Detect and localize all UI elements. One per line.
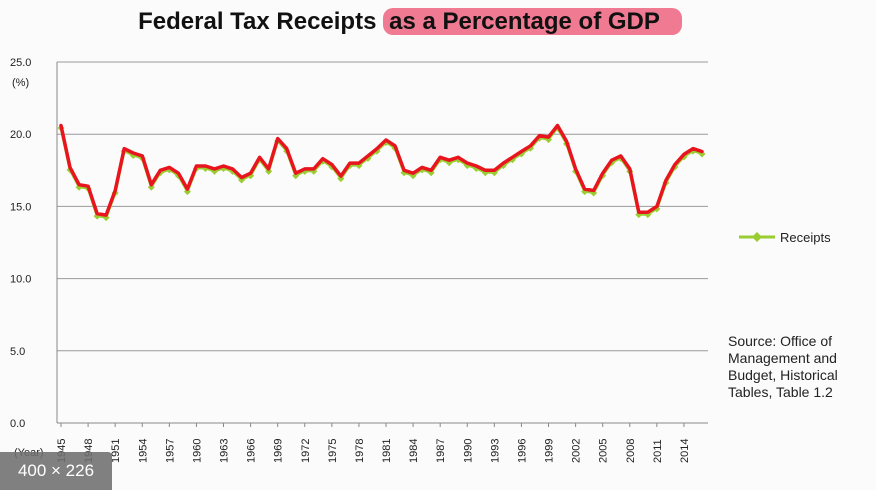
legend: Receipts xyxy=(738,229,831,245)
chart-title: Federal Tax Receipts as a Percentage of … xyxy=(0,8,820,36)
x-tick-label: 1951 xyxy=(110,439,122,463)
x-tick-label: 1978 xyxy=(354,439,366,463)
x-tick-label: 1984 xyxy=(408,439,420,463)
image-size-badge: 400 × 226 xyxy=(0,452,112,490)
axes xyxy=(56,62,708,424)
series-receipts xyxy=(57,123,706,222)
x-tick-label: 1987 xyxy=(435,439,447,463)
x-tick-label: 1966 xyxy=(246,439,258,463)
y-tick-label: 5.0 xyxy=(10,346,25,358)
y-tick-label: 0.0 xyxy=(10,418,25,430)
x-tick-labels: 1945 1948 1951 1954 1957 1960 1963 1966 1969 1972… xyxy=(56,423,691,463)
chart-title-part1: Federal Tax Receipts xyxy=(138,8,384,35)
x-tick-label: 2014 xyxy=(679,439,691,463)
y-tick-label: 25.0 xyxy=(10,57,31,69)
x-tick-label: 1963 xyxy=(219,439,231,463)
gridlines xyxy=(57,61,708,352)
x-tick-label: 1999 xyxy=(544,439,556,463)
legend-label: Receipts xyxy=(780,229,831,245)
x-tick-label: 1981 xyxy=(381,439,393,463)
y-tick-label: 15.0 xyxy=(10,201,31,213)
x-tick-label: 1969 xyxy=(273,439,285,463)
chart-title-highlight: as a Percentage of GDP xyxy=(383,8,682,35)
y-tick-label: 20.0 xyxy=(10,129,31,141)
legend-marker xyxy=(752,232,762,242)
x-tick-label: 1996 xyxy=(516,439,528,463)
y-tick-label: 10.0 xyxy=(10,274,31,286)
data-point-marker xyxy=(183,188,191,196)
y-axis-unit-label: (%) xyxy=(12,77,29,89)
data-point-marker xyxy=(147,183,155,191)
source-note: Source: Office of Management and Budget,… xyxy=(728,333,838,400)
x-tick-label: 1957 xyxy=(164,439,176,463)
series-line xyxy=(59,123,704,217)
x-tick-label: 2008 xyxy=(625,439,637,463)
x-tick-label: 1990 xyxy=(462,439,474,463)
x-tick-label: 1960 xyxy=(191,439,203,463)
x-tick-label: 2002 xyxy=(571,439,583,463)
x-tick-label: 1972 xyxy=(300,439,312,463)
x-tick-label: 1954 xyxy=(137,439,149,463)
x-tick-label: 1975 xyxy=(327,439,339,463)
y-tick-labels: 0.0 5.0 10.0 15.0 20.0 25.0 xyxy=(10,57,31,430)
x-tick-label: 1993 xyxy=(489,439,501,463)
data-point-marker xyxy=(337,175,345,183)
data-point-marker xyxy=(265,167,273,175)
x-tick-label: 2005 xyxy=(598,439,610,463)
x-tick-label: 2011 xyxy=(652,439,664,463)
legend-swatch xyxy=(739,232,775,242)
